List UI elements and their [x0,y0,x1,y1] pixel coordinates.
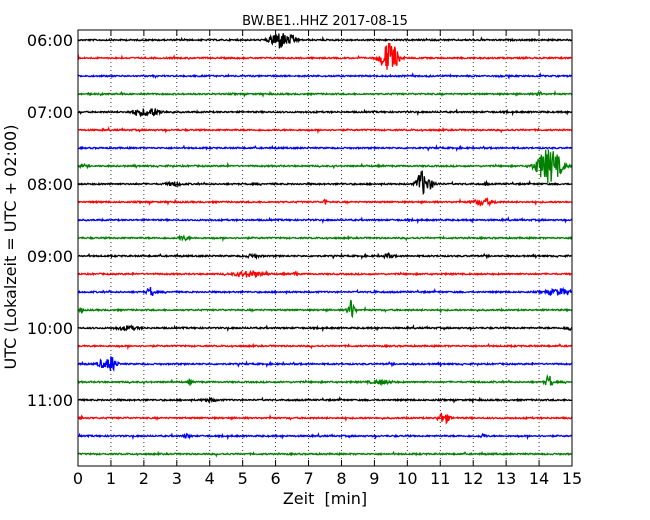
x-tick-label: 15 [562,469,582,488]
x-tick-label: 3 [172,469,182,488]
trace-0745 [77,149,573,184]
x-tick-label: 13 [496,469,516,488]
x-axis-label: Zeit [min] [283,489,367,508]
x-tick-label: 10 [397,469,417,488]
x-tick-label: 14 [529,469,549,488]
trace-0945 [77,299,572,319]
trace-1130 [77,432,573,441]
trace-0630 [77,72,573,80]
x-tick-label: 5 [238,469,248,488]
trace-0845 [77,234,573,243]
trace-0815 [77,196,573,208]
plot-frame [77,29,573,467]
trace-0700 [77,108,573,118]
y-tick-label: 11:00 [27,391,73,410]
trace-1045 [77,374,573,387]
y-tick-label: 10:00 [27,319,73,338]
vertical-grid [110,30,540,466]
y-tick-label: 09:00 [27,247,73,266]
x-tick-label: 4 [205,469,215,488]
trace-1145 [77,450,573,458]
x-tick-label: 6 [271,469,281,488]
y-axis-ticks: 06:00 07:00 08:00 09:00 10:00 11:00 [27,31,84,410]
trace-1015 [77,342,573,351]
trace-1115 [77,412,573,425]
seismic-traces [77,33,573,458]
trace-0645 [77,89,573,98]
x-tick-label: 11 [430,469,450,488]
y-tick-label: 08:00 [27,175,73,194]
trace-0800 [77,170,573,196]
trace-0615 [77,42,573,70]
x-axis-ticks: 0 1 2 3 4 5 6 7 8 9 10 11 12 13 14 15 [73,30,582,488]
x-tick-label: 8 [336,469,346,488]
trace-0600 [77,33,573,49]
y-axis-label: UTC (Lokalzeit = UTC + 02:00) [1,125,20,370]
x-tick-label: 0 [73,469,83,488]
x-tick-label: 9 [369,469,379,488]
trace-0915 [77,269,573,279]
trace-0900 [77,251,573,261]
trace-1030 [78,356,573,372]
x-tick-label: 1 [106,469,116,488]
trace-0715 [77,126,573,135]
y-tick-label: 06:00 [27,31,73,50]
trace-0730 [77,144,573,153]
trace-0830 [77,216,573,225]
trace-1100 [77,395,572,405]
trace-0930 [77,286,573,297]
chart-title: BW.BE1..HHZ 2017-08-15 [242,14,408,29]
x-tick-label: 2 [139,469,149,488]
x-tick-label: 7 [303,469,313,488]
trace-1000 [77,324,573,333]
x-tick-label: 12 [463,469,483,488]
y-tick-label: 07:00 [27,103,73,122]
